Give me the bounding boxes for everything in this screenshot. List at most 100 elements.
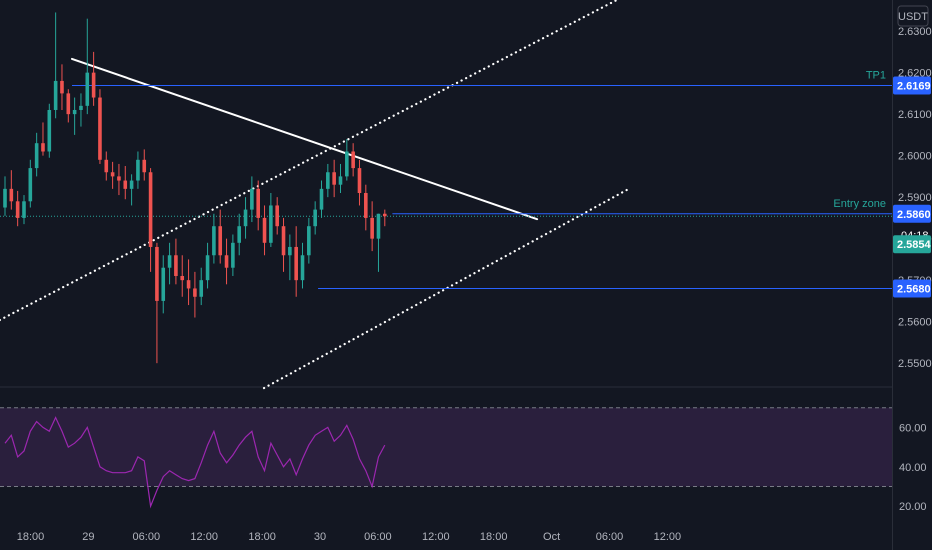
candle-body [110, 172, 115, 177]
candle-body [338, 176, 343, 185]
candle-body [72, 109, 77, 115]
rsi-tick-label: 40.00 [899, 462, 927, 474]
time-tick-label: 18:00 [17, 531, 45, 543]
candle-body [28, 168, 33, 202]
trend-line-channel-upper [0, 0, 620, 322]
candle-body [243, 209, 248, 227]
currency-button[interactable]: USDT [897, 5, 929, 27]
price-tag-last: 2.5854 [893, 235, 932, 254]
candle-body [376, 213, 381, 239]
candle-body [193, 288, 197, 297]
candle-body [370, 217, 374, 239]
price-tag-label: 2.6169 [897, 81, 931, 93]
price-tick-label: 2.6000 [898, 151, 932, 163]
candle-body [364, 193, 368, 218]
time-tick-label: Oct [543, 531, 560, 543]
candle-body [186, 280, 191, 289]
rsi-tick-label: 60.00 [899, 422, 927, 434]
currency-label[interactable]: USDT [898, 11, 928, 23]
time-tick-label: 30 [314, 531, 326, 543]
candle-body [15, 201, 20, 218]
candle-body [383, 213, 387, 217]
candles [3, 12, 387, 364]
candle-body [142, 159, 147, 173]
trend-lines [0, 0, 630, 390]
candle-body [262, 217, 267, 243]
trend-line-channel-lower [262, 187, 630, 390]
candle-body [313, 209, 317, 227]
price-tick-label: 2.6100 [898, 109, 932, 121]
candle-body [47, 109, 52, 152]
candle-body [269, 205, 273, 243]
price-tick-label: 2.5900 [898, 192, 932, 204]
candle-body [237, 226, 242, 243]
price-tag-bg [893, 279, 931, 298]
candle-body [3, 188, 7, 208]
candle-body [174, 255, 178, 277]
candle-body [60, 80, 64, 94]
candle-body [41, 143, 45, 152]
price-tag-level: 2.5680 [893, 279, 931, 298]
candle-body [129, 180, 134, 189]
time-axis[interactable]: 18:00 29 06:00 12:00 18:00 30 06:00 12:00 18:00 O… [17, 531, 681, 543]
price-tag-label: 2.5680 [897, 283, 931, 295]
candle-body [307, 226, 311, 256]
price-tag-label: 2.5860 [897, 209, 931, 221]
candle-body [167, 255, 172, 268]
candle-body [148, 172, 153, 247]
annotation-label: Entry zone [833, 198, 886, 210]
time-tick-label: 12:00 [654, 531, 682, 543]
candle-body [161, 267, 166, 301]
candle-body [319, 188, 324, 210]
candle-body [357, 168, 362, 193]
time-tick-label: 06:00 [596, 531, 624, 543]
candle-body [98, 97, 102, 160]
candle-body [205, 255, 210, 281]
candle-body [250, 188, 254, 210]
candle-body [66, 93, 71, 115]
candle-body [256, 188, 260, 218]
candle-body [155, 246, 159, 301]
candle-body [199, 280, 204, 297]
candle-body [345, 151, 349, 177]
candle-body [212, 226, 216, 256]
time-tick-label: 12:00 [190, 531, 218, 543]
candle-body [136, 159, 140, 181]
rsi-indicator [4, 416, 386, 509]
candle-body [275, 205, 279, 227]
annotation-label: TP1 [866, 70, 886, 82]
price-tag-level: 2.5860 [893, 204, 931, 223]
price-tag-bg [893, 76, 931, 95]
price-tick-label: 2.5500 [898, 358, 932, 370]
horizontal-levels [0, 85, 892, 289]
candle-body [79, 105, 83, 110]
time-tick-label: 06:00 [133, 531, 161, 543]
candle-body [85, 72, 90, 106]
candle-body [34, 143, 39, 169]
price-tick-label: 2.5600 [898, 317, 932, 329]
rsi-line [4, 416, 386, 509]
price-tag-bg [893, 204, 931, 223]
candle-body [326, 172, 330, 189]
price-tag-label: 2.5854 [897, 239, 932, 251]
time-tick-label: 18:00 [248, 531, 276, 543]
candle-body [224, 255, 229, 268]
time-tick-label: 29 [82, 531, 94, 543]
candle-body [117, 176, 121, 181]
candle-body [300, 255, 305, 281]
rsi-band [0, 407, 892, 487]
time-tick-label: 06:00 [364, 531, 392, 543]
rsi-tick-label: 20.00 [899, 501, 927, 513]
rsi-band-fill [0, 407, 892, 487]
time-tick-label: 12:00 [422, 531, 450, 543]
candle-body [104, 159, 109, 173]
candle-body [332, 172, 336, 185]
candle-body [9, 188, 14, 202]
price-tag-bg [893, 235, 931, 254]
candle-body [288, 246, 292, 256]
price-tag-level: 2.6169 [893, 76, 931, 95]
candle-body [218, 226, 223, 256]
candle-body [351, 151, 355, 169]
